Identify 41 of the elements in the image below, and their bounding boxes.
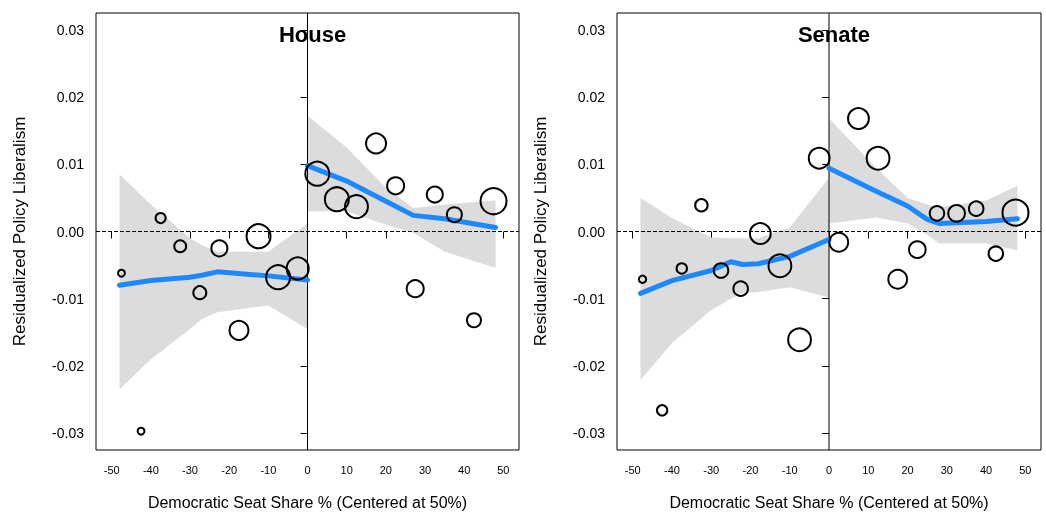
x-tick-label: 50	[497, 463, 510, 476]
y-axis-title: Residualized Policy Liberalism	[531, 116, 550, 347]
x-tick-label: -20	[221, 463, 238, 476]
x-tick-label: 40	[458, 463, 471, 476]
x-axis-title: Democratic Seat Share % (Centered at 50%)	[147, 493, 468, 511]
x-tick-label: 50	[1019, 463, 1032, 476]
chart-title: Senate	[797, 21, 871, 47]
y-tick-label: 0.03	[56, 21, 85, 38]
y-tick-label: 0.01	[577, 156, 606, 173]
x-tick-label: -10	[781, 463, 798, 476]
x-tick-label: -10	[260, 463, 277, 476]
y-tick-label: -0.02	[573, 357, 606, 374]
y-tick-label: -0.03	[573, 425, 606, 442]
x-tick-label: 0	[825, 463, 833, 476]
y-tick-label: 0.00	[56, 223, 85, 240]
y-tick-label: 0.03	[577, 21, 606, 38]
x-tick-label: 20	[379, 463, 392, 476]
x-tick-label: 0	[304, 463, 311, 476]
x-tick-label: -40	[142, 463, 159, 476]
y-tick-label: 0.02	[56, 89, 85, 106]
x-tick-label: -50	[103, 463, 120, 476]
x-tick-label: 30	[418, 463, 432, 476]
y-tick-label: -0.01	[52, 290, 85, 307]
y-tick-label: 0.02	[577, 89, 606, 106]
x-tick-label: -30	[703, 463, 720, 476]
x-tick-label: -20	[742, 463, 759, 476]
x-tick-label: 20	[901, 463, 914, 476]
x-tick-label: 30	[940, 463, 953, 476]
y-tick-label: -0.02	[52, 357, 85, 374]
y-tick-label: 0.01	[56, 156, 85, 173]
x-tick-label: 10	[862, 463, 875, 476]
y-tick-label: 0.00	[577, 223, 606, 240]
x-tick-label: 40	[979, 463, 993, 476]
y-tick-label: -0.03	[52, 425, 85, 442]
x-tick-label: -50	[624, 463, 641, 476]
x-tick-label: -30	[182, 463, 198, 476]
x-tick-label: -40	[664, 463, 680, 476]
x-axis-title: Democratic Seat Share % (Centered at 50%)	[669, 493, 989, 511]
y-axis-title: Residualized Policy Liberalism	[10, 116, 29, 347]
y-tick-label: -0.01	[573, 290, 606, 307]
x-tick-label: 10	[340, 463, 353, 476]
